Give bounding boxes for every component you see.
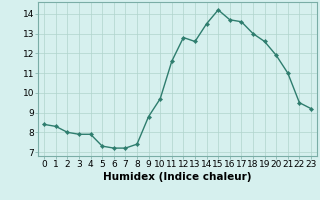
X-axis label: Humidex (Indice chaleur): Humidex (Indice chaleur) bbox=[103, 172, 252, 182]
